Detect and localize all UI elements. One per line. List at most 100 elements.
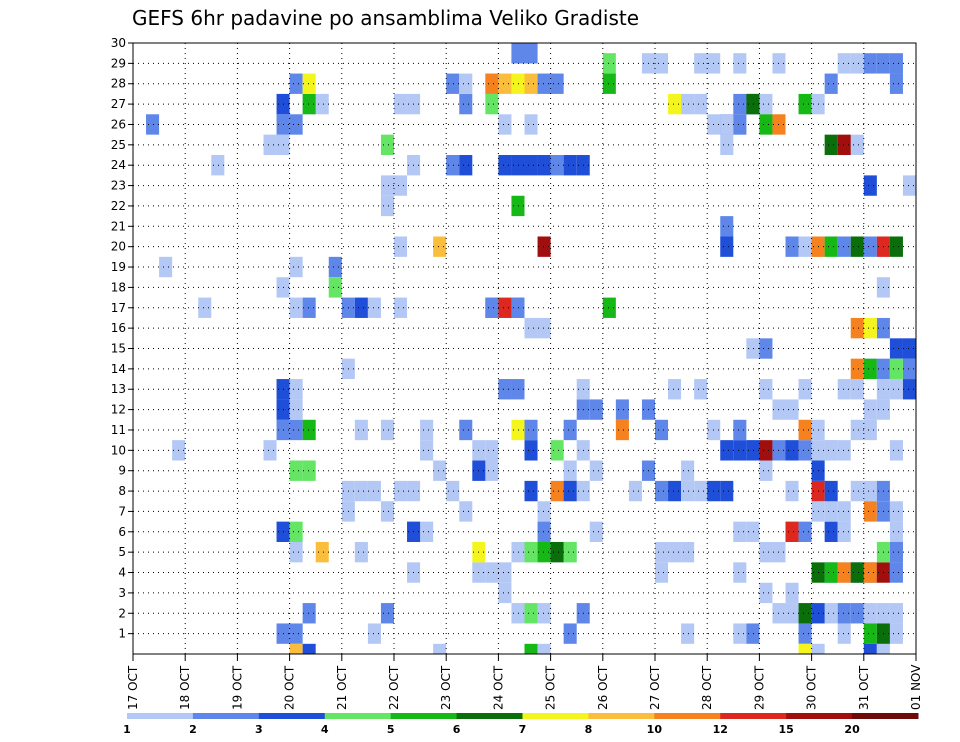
x-tick-label: 18 OCT (178, 665, 192, 710)
heatmap-cell (746, 93, 760, 115)
heatmap-cell (302, 419, 316, 441)
legend-label: 2 (189, 723, 197, 736)
heatmap-cell (759, 541, 773, 563)
heatmap-cell (902, 358, 916, 380)
heatmap-cell (367, 480, 381, 502)
heatmap-cell (263, 134, 277, 156)
heatmap-cell (498, 297, 512, 318)
x-tick-label: 22 OCT (387, 665, 401, 710)
heatmap-cell (498, 155, 512, 176)
y-tick-label: 16 (111, 321, 126, 335)
heatmap-cell (459, 73, 473, 94)
heatmap-cell (746, 440, 760, 461)
heatmap-cell (550, 541, 564, 563)
heatmap-cell (850, 419, 864, 441)
heatmap-cell (733, 440, 747, 461)
legend-swatch (324, 713, 392, 719)
heatmap-cell (655, 53, 669, 74)
heatmap-cell (446, 480, 460, 502)
heatmap-cell (354, 541, 368, 563)
x-tick-label: 28 OCT (700, 665, 714, 710)
heatmap-cell (289, 297, 303, 318)
heatmap-cell (537, 521, 551, 542)
legend-label: 3 (255, 723, 263, 736)
heatmap-cell (837, 562, 851, 583)
heatmap-cell (681, 541, 695, 563)
heatmap-cell (824, 521, 838, 542)
heatmap-cell (720, 440, 734, 461)
heatmap-cell (159, 256, 173, 278)
heatmap-cell (563, 155, 577, 176)
x-tick-label: 21 OCT (335, 665, 349, 710)
heatmap-cell (563, 480, 577, 502)
heatmap-cell (302, 460, 316, 481)
heatmap-cell (850, 317, 864, 339)
heatmap-cell (289, 623, 303, 644)
heatmap-cell (889, 379, 903, 400)
heatmap-cell (485, 440, 499, 461)
heatmap-cell (498, 379, 512, 400)
x-tick-label: 26 OCT (596, 665, 610, 710)
heatmap-cell (863, 317, 877, 339)
heatmap-cell (655, 419, 669, 441)
heatmap-cell (302, 603, 316, 624)
heatmap-cell (746, 338, 760, 359)
heatmap-cell (446, 73, 460, 94)
heatmap-cell (380, 501, 394, 522)
heatmap-cell (302, 93, 316, 115)
heatmap-cell (328, 277, 342, 298)
heatmap-cell (354, 297, 368, 318)
heatmap-cell (524, 114, 538, 135)
legend-swatch (654, 713, 721, 719)
y-tick-label: 25 (111, 138, 126, 152)
heatmap-cell (889, 541, 903, 563)
heatmap-cell (354, 419, 368, 441)
heatmap-cell (759, 338, 773, 359)
y-tick-label: 1 (118, 627, 126, 641)
legend-swatch (192, 713, 260, 719)
heatmap-cell (889, 501, 903, 522)
heatmap-cell (668, 93, 682, 115)
heatmap-cell (289, 73, 303, 94)
heatmap-cell (889, 603, 903, 624)
heatmap-cell (498, 562, 512, 583)
heatmap-cell (889, 623, 903, 644)
heatmap-cell (798, 521, 812, 542)
heatmap-cell (746, 521, 760, 542)
heatmap-cell (511, 297, 525, 318)
heatmap-cell (837, 379, 851, 400)
heatmap-cell (289, 256, 303, 278)
heatmap-cell (902, 338, 916, 359)
heatmap-cell (733, 93, 747, 115)
heatmap-cell (485, 73, 499, 94)
heatmap-cell (850, 236, 864, 257)
heatmap-cell (681, 623, 695, 644)
y-tick-label: 24 (111, 158, 126, 172)
heatmap-cell (889, 236, 903, 257)
y-tick-label: 27 (111, 97, 126, 111)
heatmap-cell (889, 440, 903, 461)
heatmap-cell (863, 358, 877, 380)
x-tick-label: 25 OCT (544, 665, 558, 710)
heatmap-cell (889, 521, 903, 542)
heatmap-cell (785, 521, 799, 542)
heatmap-cell (889, 562, 903, 583)
heatmap-cell (563, 419, 577, 441)
x-tick-label: 20 OCT (283, 665, 297, 710)
legend-swatch (127, 713, 194, 719)
heatmap-cell (850, 53, 864, 74)
heatmap-cell (889, 73, 903, 94)
heatmap-cell (837, 603, 851, 624)
heatmap-cell (837, 236, 851, 257)
heatmap-cell (550, 480, 564, 502)
heatmap-cell (785, 399, 799, 420)
heatmap-cell (563, 623, 577, 644)
heatmap-cell (655, 541, 669, 563)
chart-title: GEFS 6hr padavine po ansamblima Veliko G… (132, 6, 639, 30)
heatmap-cell (537, 236, 551, 257)
heatmap-cell (289, 541, 303, 563)
legend-swatch (720, 713, 787, 719)
heatmap-cell (380, 419, 394, 441)
y-tick-label: 20 (111, 240, 126, 254)
legend-label: 1 (123, 723, 131, 736)
